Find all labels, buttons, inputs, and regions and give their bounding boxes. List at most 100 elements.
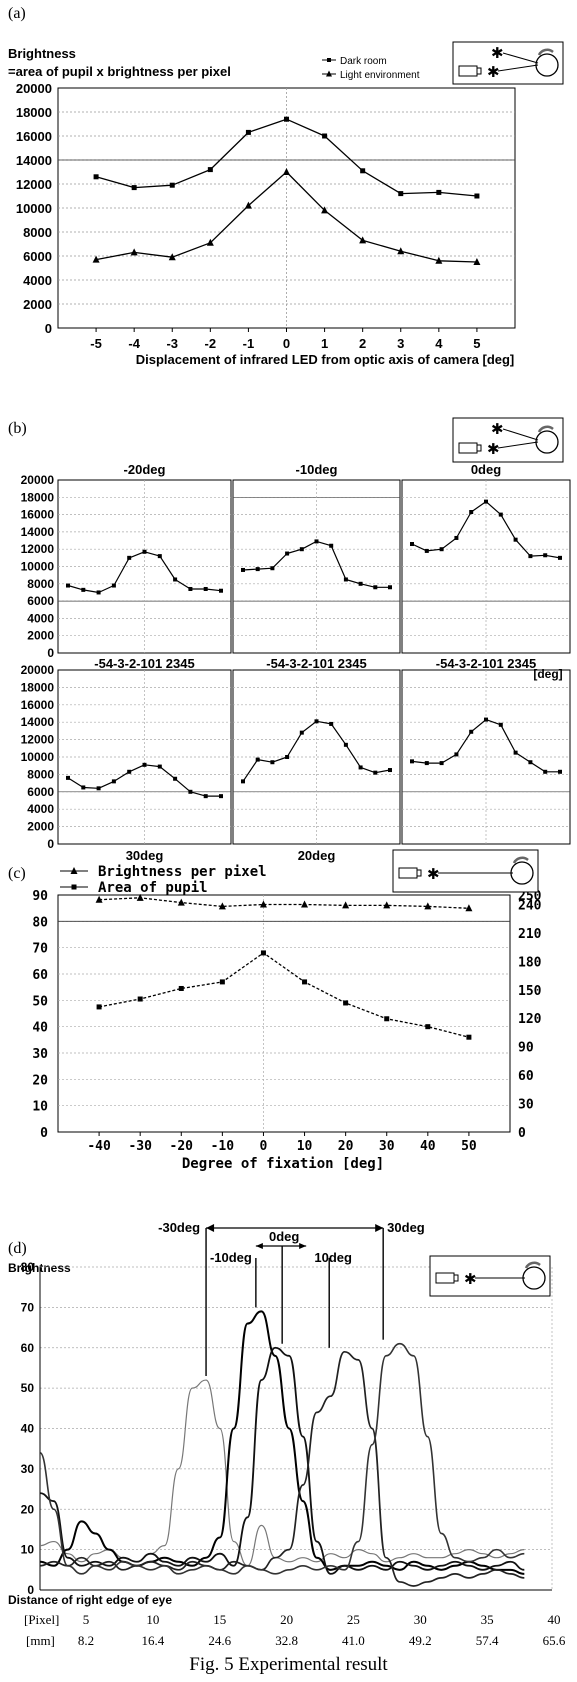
data-point-b [255, 567, 260, 572]
data-point-c-0 [301, 900, 309, 908]
camera-lens-icon [476, 444, 482, 452]
ytick-b: 14000 [21, 715, 55, 729]
xtick-c: -40 [87, 1139, 111, 1154]
data-point-c-0 [342, 901, 350, 909]
data-point-c-0 [177, 898, 185, 906]
data-point-b [543, 769, 548, 774]
ytick-right-c: 0 [518, 1126, 526, 1141]
xtick-a: 4 [435, 336, 443, 351]
x-unit-b: [deg] [533, 667, 562, 681]
ytick-b: 18000 [21, 680, 55, 694]
ytick-right-c: 150 [518, 984, 542, 999]
data-point-b [157, 764, 162, 769]
ytick-right-c: 210 [518, 927, 542, 942]
data-point-b [142, 549, 147, 554]
ytick-a: 14000 [16, 153, 52, 168]
data-point-a-0 [398, 191, 404, 197]
icon-frame [452, 417, 564, 463]
data-point-b [373, 770, 378, 775]
light-path-line [497, 64, 539, 72]
data-point-a-0 [131, 185, 137, 191]
data-point-c-1 [178, 985, 184, 991]
data-point-b [454, 535, 459, 540]
ytick-right-c: 60 [518, 1069, 534, 1084]
data-point-a-0 [284, 116, 289, 122]
camera-lens-icon [476, 67, 482, 75]
subplot-label-b: -10deg [296, 462, 338, 477]
ytick-d: 40 [21, 1422, 35, 1436]
ytick-b: 10000 [21, 750, 55, 764]
xtick-c: -10 [211, 1139, 235, 1154]
icon-frame [452, 41, 564, 85]
data-point-b [388, 768, 392, 773]
data-point-b [241, 567, 245, 572]
data-point-b [528, 760, 533, 765]
ytick-a: 6000 [23, 249, 52, 264]
data-point-b [127, 769, 132, 774]
data-point-a-0 [436, 189, 442, 195]
mm-tick-d: 65.6 [543, 1633, 566, 1648]
eyelid-icon [537, 48, 554, 56]
ytick-right-c: 90 [518, 1041, 534, 1056]
pixel-tick-d: 30 [414, 1612, 427, 1627]
xtick-a: 3 [397, 336, 404, 351]
data-point-b [173, 577, 178, 582]
ytick-left-c: 30 [32, 1047, 48, 1062]
ytick-left-c: 0 [40, 1126, 48, 1141]
legend-marker-c [70, 867, 78, 874]
arrow-head-d [375, 1224, 384, 1232]
ytick-b: 20000 [21, 663, 55, 677]
ytick-left-c: 60 [32, 968, 48, 983]
data-point-b [203, 586, 208, 591]
xtick-c: 50 [461, 1139, 477, 1154]
ytick-left-c: 80 [32, 915, 48, 930]
data-point-c-0 [136, 893, 144, 901]
eyelid-icon [537, 425, 554, 433]
xtick-a: 5 [473, 336, 480, 351]
xtick-c: -20 [170, 1139, 194, 1154]
data-point-c-0 [259, 900, 267, 908]
annotation-d: -30deg [158, 1220, 200, 1235]
xtick-row-b: -54-3-2-101 2345 [94, 656, 194, 671]
data-point-a-1 [244, 201, 252, 209]
ytick-left-c: 70 [32, 942, 48, 957]
data-point-b [66, 775, 70, 780]
ytick-b: 14000 [21, 525, 55, 539]
led-icon: ✱ [487, 64, 500, 81]
data-point-b [543, 553, 548, 558]
xtick-a: -4 [128, 336, 140, 351]
data-point-a-1 [168, 253, 176, 261]
ytick-b: 2000 [27, 820, 54, 834]
data-point-a-1 [359, 236, 367, 244]
data-point-a-1 [92, 255, 100, 263]
arrow-head-d [299, 1243, 307, 1249]
mm-tick-d: 24.6 [208, 1633, 231, 1648]
ytick-b: 2000 [27, 629, 54, 643]
panel-label-a: (a) [8, 5, 26, 22]
data-point-b [81, 785, 86, 790]
mm-tick-d: 16.4 [141, 1633, 164, 1648]
data-point-b [358, 765, 363, 770]
data-point-b [343, 577, 348, 582]
legend-marker-c [71, 884, 77, 890]
ytick-d: 10 [21, 1543, 35, 1557]
ytick-a: 16000 [16, 129, 52, 144]
data-point-b [343, 742, 348, 747]
ytick-d: 50 [21, 1381, 35, 1395]
data-point-b [424, 761, 429, 766]
ytick-b: 16000 [21, 698, 55, 712]
ytick-a: 2000 [23, 297, 52, 312]
series-line-c-0 [99, 897, 469, 909]
data-point-c-1 [219, 979, 225, 985]
ytick-d: 0 [27, 1583, 34, 1597]
xtick-c: 0 [260, 1139, 268, 1154]
led-icon: ✱ [427, 866, 440, 883]
ytick-d: 20 [21, 1502, 35, 1516]
data-point-b [558, 769, 562, 774]
ytick-b: 8000 [27, 577, 54, 591]
data-point-a-1 [397, 247, 405, 255]
pixel-tick-d: 15 [213, 1612, 226, 1627]
panel-label-c: (c) [8, 865, 26, 882]
xlabel-c: Degree of fixation [deg] [182, 1156, 384, 1172]
